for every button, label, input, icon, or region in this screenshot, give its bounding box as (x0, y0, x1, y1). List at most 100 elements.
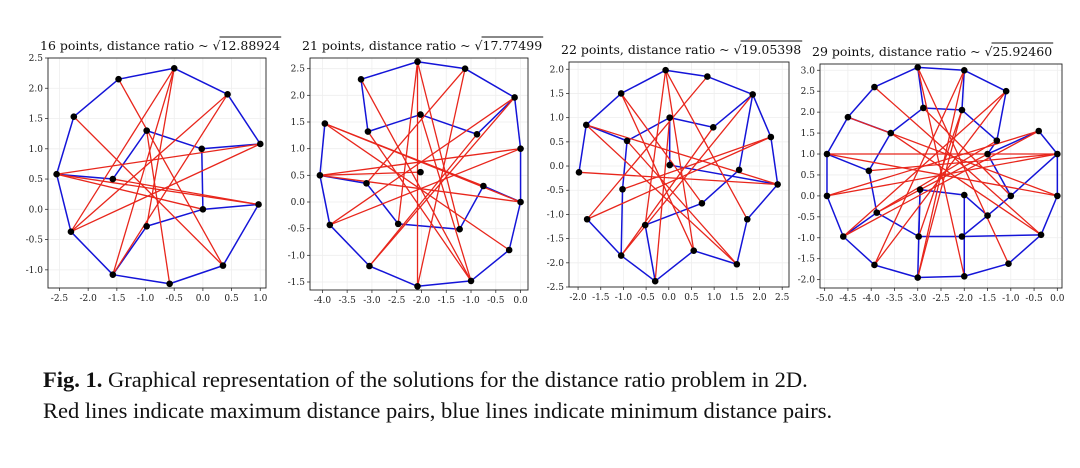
max-distance-line (329, 96, 515, 226)
min-distance-line (847, 86, 876, 118)
x-tick-label: -1.0 (462, 296, 480, 306)
chart-title-sqrt: 12.88924 (221, 38, 281, 53)
min-distance-line (458, 185, 485, 230)
x-tick-label: -2.0 (956, 294, 974, 304)
data-point (993, 137, 1001, 144)
y-tick-label: 2.5 (29, 54, 44, 64)
y-tick-label: -1.0 (26, 266, 44, 276)
max-distance-line (329, 148, 521, 226)
data-point (473, 130, 481, 138)
y-tick-label: 1.0 (550, 114, 565, 124)
y-tick-label: 0.0 (801, 192, 816, 202)
data-point (1005, 260, 1012, 268)
max-distance-line (112, 68, 175, 275)
y-tick-label: 1.5 (29, 115, 44, 125)
max-distance-line (419, 114, 472, 282)
x-tick-label: -1.0 (615, 293, 633, 303)
chart-title-sqrt: 25.92460 (993, 44, 1053, 59)
y-tick-label: 0.5 (291, 171, 306, 181)
data-point (887, 129, 895, 137)
data-point (871, 261, 878, 269)
caption-text-1: Graphical representation of the solution… (108, 367, 808, 392)
max-distance-line (146, 68, 175, 227)
y-tick-label: 3.0 (801, 66, 816, 76)
min-distance-line (620, 69, 666, 95)
min-distance-line (826, 195, 844, 237)
min-distance-line (736, 219, 748, 265)
y-tick-label: 0.0 (29, 205, 44, 215)
caption-label: Fig. 1. (43, 367, 103, 392)
min-distance-line (996, 91, 1007, 141)
data-point (916, 186, 924, 193)
data-point (366, 262, 373, 270)
min-distance-line (890, 107, 924, 134)
min-distance-line (70, 231, 114, 276)
max-distance-line (874, 86, 1042, 236)
x-tick-label: -5.0 (816, 294, 834, 304)
min-distance-line (146, 129, 202, 150)
data-point (321, 120, 329, 127)
data-point (958, 233, 966, 240)
max-distance-line (367, 131, 472, 282)
data-point (456, 225, 463, 233)
chart-title: 21 points, distance ratio ~ √17.77499 (302, 38, 542, 53)
min-distance-line (202, 203, 259, 211)
data-point (704, 73, 711, 80)
data-point (823, 150, 831, 158)
data-point (960, 191, 968, 199)
min-distance-line (360, 61, 418, 81)
data-point (53, 170, 60, 178)
min-distance-line (464, 68, 515, 99)
data-point (666, 161, 674, 169)
max-distance-line (622, 136, 772, 190)
min-distance-line (701, 169, 740, 204)
data-point (357, 76, 365, 83)
y-tick-label: 1.0 (29, 145, 44, 155)
min-distance-line (118, 67, 175, 80)
data-point (115, 75, 122, 83)
y-tick-label: 1.0 (291, 145, 306, 155)
data-point (417, 168, 424, 176)
max-distance-line (873, 70, 965, 266)
data-point (143, 127, 150, 134)
min-distance-line (621, 140, 628, 190)
min-distance-line (470, 249, 510, 282)
min-distance-line (319, 123, 326, 176)
y-tick-label: 2.5 (291, 65, 306, 75)
min-distance-line (417, 60, 466, 70)
max-distance-line (56, 173, 204, 210)
max-distance-line (876, 140, 998, 214)
data-point (743, 215, 751, 223)
y-tick-label: 2.0 (291, 91, 306, 101)
y-tick-label: 1.0 (801, 150, 816, 160)
min-distance-line (963, 69, 1007, 92)
min-distance-line (874, 264, 918, 279)
max-distance-line (416, 61, 461, 230)
data-point (517, 145, 524, 152)
min-distance-line (669, 164, 778, 186)
min-distance-line (842, 235, 875, 266)
y-tick-label: 2.0 (801, 108, 816, 118)
min-distance-line (367, 113, 421, 133)
y-tick-label: 0.5 (29, 175, 44, 185)
min-distance-line (626, 116, 671, 142)
max-distance-line (586, 136, 772, 220)
x-tick-label: 0.5 (684, 293, 699, 303)
max-distance-line (324, 122, 484, 187)
min-distance-line (738, 94, 754, 171)
data-point (219, 262, 227, 269)
x-tick-label: -0.5 (166, 294, 184, 304)
min-distance-line (712, 93, 754, 128)
min-distance-line (752, 94, 772, 138)
y-tick-label: -1.0 (288, 251, 306, 261)
max-distance-line (112, 178, 259, 206)
max-distance-line (620, 126, 714, 256)
min-distance-line (620, 189, 624, 256)
min-distance-line (369, 265, 418, 287)
min-distance-line (842, 212, 878, 238)
x-tick-label: -2.0 (413, 296, 431, 306)
panel-2: 21 points, distance ratio ~ √17.77499 -4.… (288, 36, 544, 306)
data-point (170, 64, 178, 72)
y-tick-label: 1.5 (801, 129, 816, 139)
min-distance-line (398, 223, 460, 230)
